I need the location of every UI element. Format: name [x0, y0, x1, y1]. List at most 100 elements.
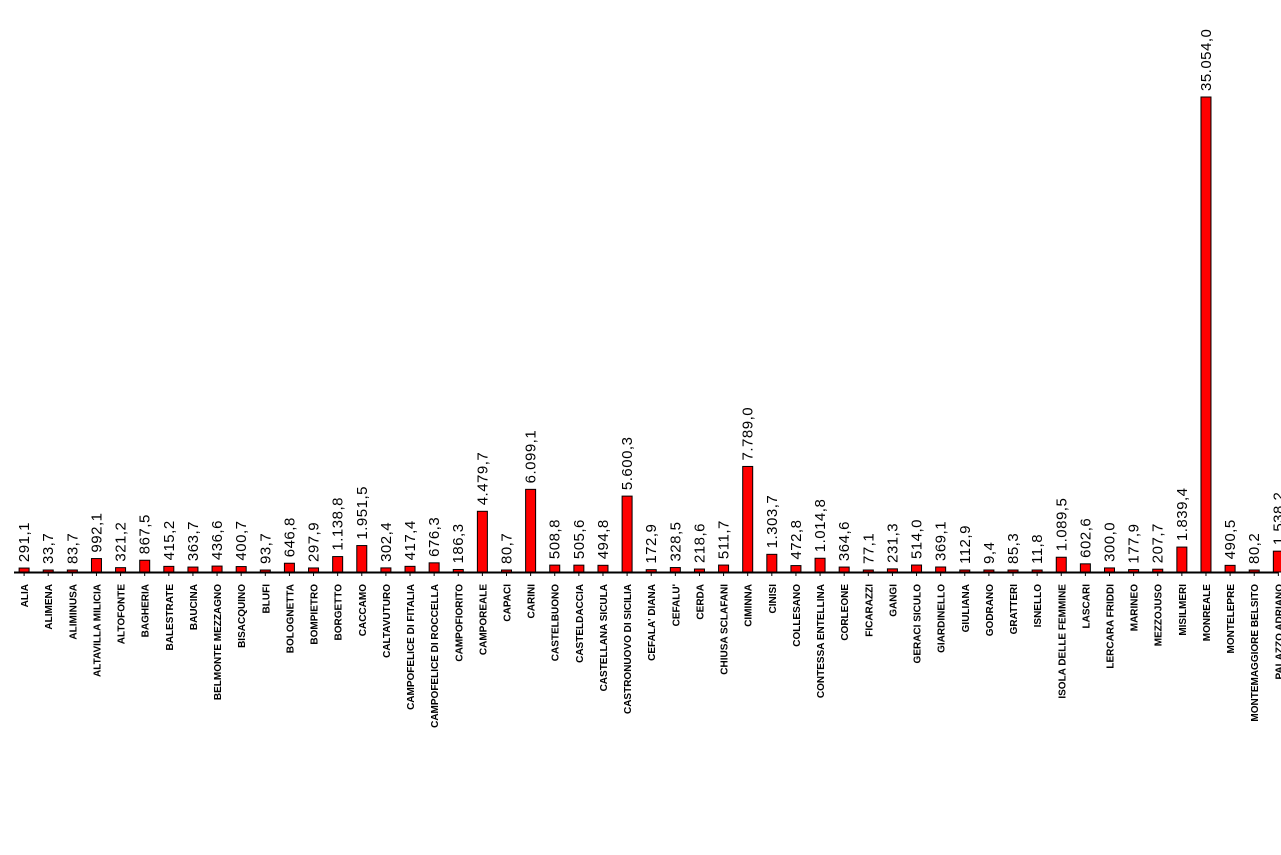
data-label: 1.951,5	[354, 486, 371, 540]
data-label: 4.479,7	[474, 452, 491, 506]
data-label: 505,6	[571, 519, 588, 559]
category-label: CHIUSA SCLAFANI	[720, 584, 731, 675]
data-label: 300,0	[1102, 522, 1119, 562]
data-label: 602,6	[1077, 518, 1094, 558]
bar	[163, 565, 175, 573]
category-label: BORGETTO	[334, 584, 345, 641]
value-labels-layer: 291,1 33,7 83,7 992,1 321,2 867,5 415,2 363,7 43…	[16, 29, 1281, 564]
category-label: MEZZOJUSO	[1154, 584, 1165, 646]
data-label: 35.054,0	[1198, 29, 1215, 91]
bar	[139, 559, 151, 573]
bar	[18, 567, 30, 573]
data-label: 514,0	[909, 519, 926, 559]
category-label: CAMPOFELICE DI ROCCELLA	[430, 584, 441, 728]
bar	[669, 567, 681, 573]
bar	[380, 567, 392, 573]
bar	[549, 564, 561, 573]
category-label: CONTESSA ENTELLINA	[816, 584, 827, 698]
data-label: 302,4	[378, 522, 395, 562]
data-label: 5.600,3	[619, 437, 636, 491]
bar	[525, 488, 537, 573]
category-label: COLLESANO	[792, 584, 803, 647]
bar	[1200, 96, 1212, 573]
category-label: CAMPOFELICE DI FITALIA	[406, 584, 417, 710]
category-label: ALIA	[20, 584, 31, 607]
data-label: 1.089,5	[1053, 498, 1070, 552]
data-label: 186,3	[450, 523, 467, 563]
data-label: 112,9	[957, 525, 974, 564]
data-label: 11,8	[1029, 534, 1046, 564]
category-label: BOMPIETRO	[310, 584, 321, 645]
bar	[573, 564, 585, 573]
bar	[332, 556, 344, 573]
data-label: 1.538,2	[1270, 492, 1281, 546]
category-label: BAUCINA	[189, 584, 200, 630]
category-label: CALTAVUTURO	[382, 584, 393, 658]
bar	[597, 564, 609, 573]
category-label: CEFALA' DIANA	[647, 584, 658, 661]
data-label: 867,5	[137, 514, 154, 554]
bar	[935, 566, 947, 573]
data-label: 172,9	[643, 524, 660, 564]
category-label: ALTOFONTE	[117, 584, 128, 645]
data-label: 6.099,1	[523, 430, 540, 484]
bar	[718, 564, 730, 573]
data-label: 33,7	[40, 533, 57, 564]
category-label: MONTELEPRE	[1226, 584, 1237, 654]
category-label: CERDA	[695, 584, 706, 620]
category-label: CORLEONE	[840, 584, 851, 641]
data-label: 472,8	[788, 520, 805, 560]
category-label: CASTELDACCIA	[575, 584, 586, 663]
data-label: 9,4	[981, 542, 998, 564]
category-label: CASTELBUONO	[551, 584, 562, 661]
data-label: 646,8	[281, 517, 298, 557]
data-label: 93,7	[257, 533, 274, 564]
data-label: 218,6	[691, 523, 708, 563]
axis-layer	[14, 571, 1279, 576]
category-label: MISILMERI	[1178, 584, 1189, 636]
category-label: BOLOGNETTA	[285, 584, 296, 653]
category-label: BELMONTE MEZZAGNO	[213, 584, 224, 700]
category-label: ALIMINUSA	[68, 584, 79, 640]
category-label: BALESTRATE	[165, 584, 176, 651]
data-label: 511,7	[716, 520, 733, 559]
bar	[1176, 546, 1188, 573]
category-label: LASCARI	[1081, 584, 1092, 629]
category-label: GODRANO	[985, 584, 996, 636]
bar	[1224, 564, 1236, 573]
category-label: GANGI	[888, 584, 899, 617]
category-label: BAGHERIA	[141, 584, 152, 637]
bar	[1272, 550, 1281, 573]
bar	[428, 562, 440, 573]
category-labels-layer: ALIA ALIMENA ALIMINUSA ALTAVILLA MILICIA ALT…	[20, 584, 1281, 728]
category-label: CIMINNA	[744, 584, 755, 627]
data-label: 85,3	[1005, 533, 1022, 564]
data-label: 363,7	[185, 521, 202, 561]
category-label: ISOLA DELLE FEMMINE	[1057, 584, 1068, 699]
category-label: CEFALU'	[671, 584, 682, 626]
category-label: CASTRONUOVO DI SICILIA	[623, 584, 634, 714]
data-label: 177,9	[1126, 524, 1143, 564]
category-label: BLUFI	[261, 584, 272, 614]
data-label: 80,7	[499, 533, 516, 564]
bar	[115, 567, 127, 573]
bar	[187, 566, 199, 573]
category-label: LERCARA FRIDDI	[1106, 584, 1117, 669]
data-label: 321,2	[113, 522, 130, 562]
category-label: ALIMENA	[44, 584, 55, 630]
data-label: 490,5	[1222, 519, 1239, 559]
data-label: 415,2	[161, 520, 178, 560]
data-label: 992,1	[88, 513, 105, 553]
bar	[308, 567, 320, 573]
bar	[911, 564, 923, 573]
data-label: 83,7	[64, 533, 81, 564]
bar	[766, 553, 778, 573]
bars-layer	[18, 96, 1281, 573]
category-label: MONTEMAGGIORE BELSITO	[1250, 584, 1261, 722]
bar	[404, 565, 416, 573]
bar	[1104, 567, 1115, 573]
data-label: 80,2	[1246, 533, 1263, 564]
category-label: GIULIANA	[961, 584, 972, 632]
data-label: 400,7	[233, 521, 250, 561]
